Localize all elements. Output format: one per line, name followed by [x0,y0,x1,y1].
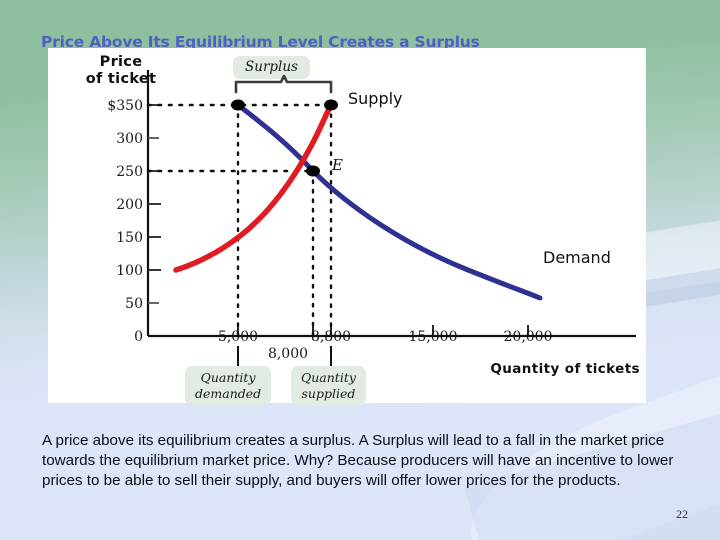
chart-plot [146,70,636,366]
y-tick-50: 50 [125,296,143,312]
y-tick-0: 0 [134,329,143,345]
x-tick-8000: 8,000 [267,346,309,362]
slide-number: 22 [676,507,688,521]
quantity-demanded-callout: Quantity demanded [185,366,272,406]
body-text: A price above its equilibrium creates a … [42,432,674,490]
chart-figure: Price of ticket $350 300 250 200 150 100 … [48,48,646,406]
marker-quantity-demanded [231,99,245,111]
y-tick-250: 250 [116,164,143,180]
slide-title: Price Above Its Equilibrium Level Create… [41,33,480,51]
x-axis-label: Quantity of tickets [490,361,640,377]
supply-curve-label: Supply [348,89,403,108]
surplus-callout: Surplus [233,56,310,79]
y-tick-100: 100 [116,263,143,279]
y-tick-150: 150 [116,230,143,246]
marker-quantity-supplied [324,99,338,111]
y-tick-200: 200 [116,197,143,213]
surplus-bracket [234,74,333,94]
demand-curve [235,102,543,301]
supply-curve [173,102,334,273]
equilibrium-label: E [332,156,343,174]
demand-curve-label: Demand [543,248,611,267]
y-tick-350: $350 [107,98,143,114]
quantity-supplied-callout: Quantity supplied [291,366,366,406]
y-tick-300: 300 [116,131,143,147]
x-axis-ticks [237,325,529,336]
marker-equilibrium [306,165,320,177]
y-axis-ticks [148,104,161,304]
y-axis-label: Price of ticket [85,54,157,88]
